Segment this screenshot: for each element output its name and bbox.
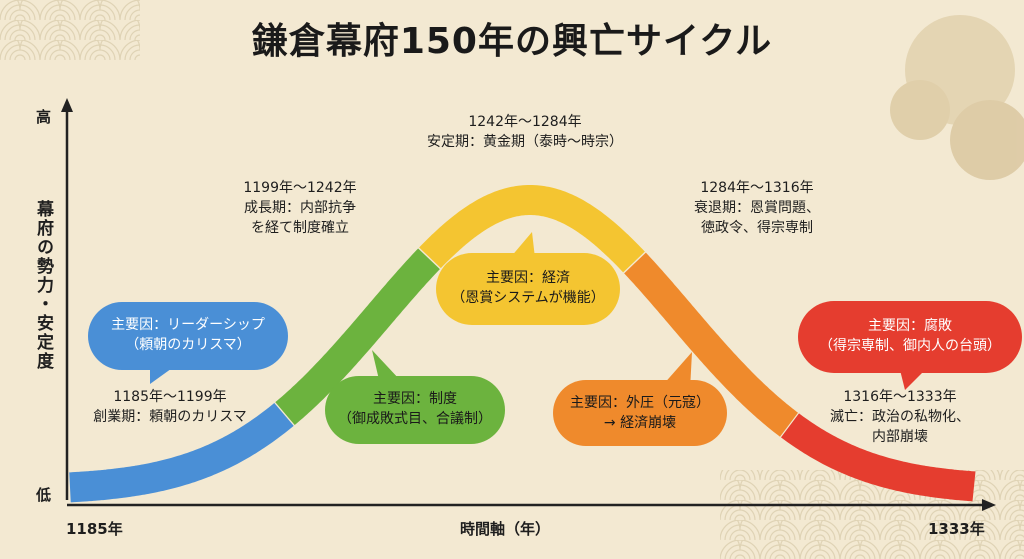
y-axis-low-label: 低 — [36, 486, 52, 504]
curve-segment-fall — [781, 413, 976, 502]
curve-segment-decline — [624, 252, 798, 437]
phase-desc-2: を経て制度確立 — [251, 220, 349, 236]
factor-line: 主要因：リーダーシップ — [111, 317, 265, 333]
factor-line: 主要因：外圧（元寇） — [570, 395, 710, 411]
factor-line: 主要因：腐敗 — [868, 318, 952, 334]
factor-line-2: （得宗専制、御内人の台頭） — [819, 338, 1001, 354]
x-axis-end-label: 1333年 — [928, 520, 985, 538]
phase-label-stable: 1242年〜1284年 安定期：黄金期（泰時〜時宗） — [400, 112, 650, 152]
factor-bubbles — [88, 232, 1022, 446]
phase-label-growth: 1199年〜1242年 成長期：内部抗争 を経て制度確立 — [215, 178, 385, 238]
factor-text-external: 主要因：外圧（元寇） → 経済崩壊 — [555, 393, 725, 433]
phase-period: 1316年〜1333年 — [843, 389, 957, 405]
factor-line-2: （御成敗式目、合議制） — [338, 411, 492, 427]
x-axis-title: 時間軸（年） — [460, 520, 551, 538]
phase-label-fall: 1316年〜1333年 滅亡：政治の私物化、 内部崩壊 — [810, 387, 990, 447]
factor-line: 主要因：制度 — [373, 391, 457, 407]
curve-segment-founding — [69, 402, 294, 503]
phase-period: 1185年〜1199年 — [113, 389, 227, 405]
factor-line-2: → 経済崩壊 — [603, 415, 677, 431]
cloud-ornament — [890, 15, 1024, 180]
bubble-external — [553, 352, 727, 446]
phase-desc: 創業期：頼朝のカリスマ — [93, 409, 247, 425]
phase-desc: 衰退期：恩賞問題、 — [694, 200, 820, 216]
x-axis-arrow — [982, 499, 996, 511]
power-curve — [69, 185, 976, 503]
y-axis-arrow — [61, 98, 73, 112]
factor-text-leadership: 主要因：リーダーシップ （頼朝のカリスマ） — [88, 315, 288, 355]
factor-line: 主要因：経済 — [486, 270, 570, 286]
phase-period: 1284年〜1316年 — [700, 180, 814, 196]
factor-line-2: （頼朝のカリスマ） — [125, 337, 251, 353]
page-title: 鎌倉幕府150年の興亡サイクル — [251, 21, 773, 62]
phase-desc: 成長期：内部抗争 — [244, 200, 356, 216]
y-axis-high-label: 高 — [36, 108, 52, 126]
phase-period: 1199年〜1242年 — [243, 180, 357, 196]
curve-segment-growth — [275, 248, 440, 426]
bubble-economy — [436, 232, 620, 325]
factor-text-economy: 主要因：経済 （恩賞システムが機能） — [438, 268, 618, 308]
factor-text-corruption: 主要因：腐敗 （得宗専制、御内人の台頭） — [800, 316, 1020, 356]
factor-line-2: （恩賞システムが機能） — [451, 290, 605, 306]
phase-desc-2: 内部崩壊 — [872, 429, 928, 445]
phase-desc: 安定期：黄金期（泰時〜時宗） — [427, 134, 623, 150]
bubble-leadership — [88, 302, 288, 384]
x-axis-start-label: 1185年 — [66, 520, 123, 538]
wave-pattern-top-left — [0, 0, 140, 60]
bubble-system — [325, 350, 505, 444]
y-axis-title: 幕府の勢力・安定度 — [33, 200, 53, 371]
phase-desc: 滅亡：政治の私物化、 — [830, 409, 970, 425]
bubble-corruption — [798, 301, 1022, 390]
factor-text-system: 主要因：制度 （御成敗式目、合議制） — [325, 389, 505, 429]
curve-segment-stable — [419, 185, 645, 273]
phase-period: 1242年〜1284年 — [468, 114, 582, 130]
phase-label-decline: 1284年〜1316年 衰退期：恩賞問題、 徳政令、得宗専制 — [672, 178, 842, 238]
phase-desc-2: 徳政令、得宗専制 — [701, 220, 813, 236]
phase-label-founding: 1185年〜1199年 創業期：頼朝のカリスマ — [70, 387, 270, 427]
